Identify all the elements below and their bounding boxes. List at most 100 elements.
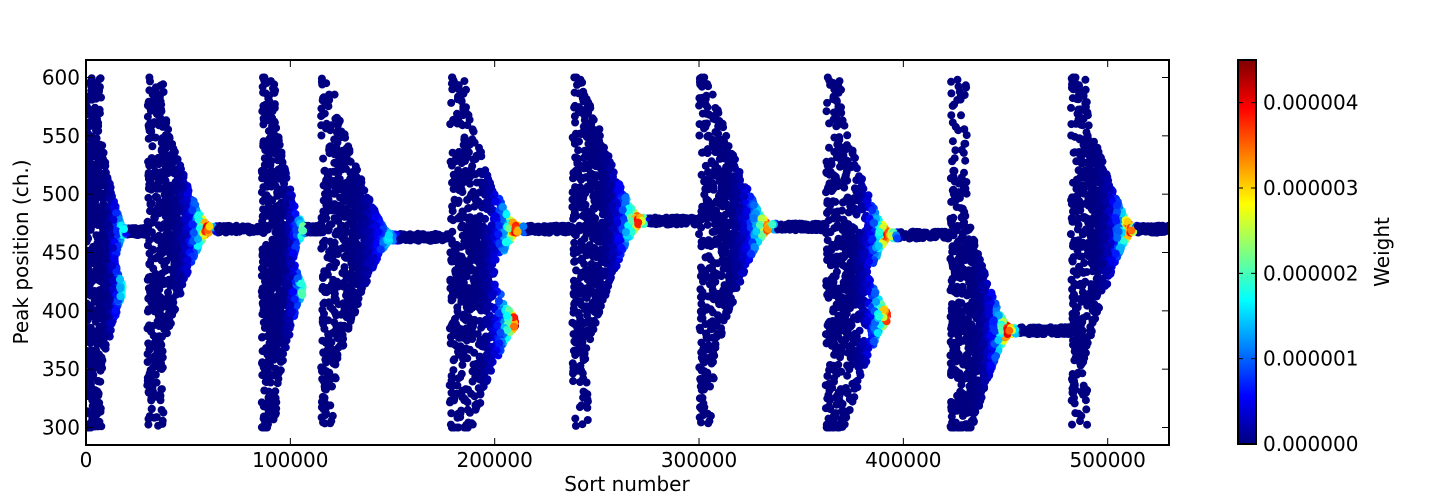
- scatter-point: [245, 226, 254, 235]
- scatter-point: [101, 246, 110, 254]
- scatter-point: [88, 401, 97, 410]
- scatter-point: [218, 225, 227, 234]
- scatter-point: [158, 419, 167, 428]
- scatter-point: [468, 162, 477, 171]
- data-points: [86, 73, 1169, 432]
- scatter-point: [94, 262, 103, 271]
- scatter-point: [91, 103, 99, 112]
- scatter-point: [404, 233, 413, 242]
- scatter-point: [149, 286, 158, 295]
- scatter-point: [269, 333, 278, 342]
- scatter-point: [477, 335, 486, 344]
- scatter-point: [146, 207, 154, 216]
- scatter-point: [276, 347, 285, 356]
- scatter-point: [474, 197, 483, 206]
- scatter-point: [164, 125, 173, 134]
- scatter-point: [258, 174, 267, 183]
- scatter-point: [283, 194, 291, 203]
- scatter-point: [267, 395, 276, 404]
- scatter-point: [260, 167, 269, 175]
- scatter-point: [182, 196, 191, 205]
- scatter-point: [155, 198, 164, 207]
- scatter-point: [273, 379, 282, 388]
- scatter-point: [461, 149, 470, 157]
- scatter-point: [330, 90, 339, 99]
- scatter-point: [194, 235, 202, 244]
- scatter-point: [331, 206, 340, 215]
- scatter-point: [319, 154, 328, 163]
- scatter-point: [456, 409, 465, 418]
- scatter-point: [150, 305, 159, 314]
- scatter-point: [299, 226, 308, 235]
- scatter-point: [92, 245, 101, 254]
- scatter-point: [484, 196, 492, 205]
- scatter-point: [144, 420, 153, 429]
- scatter-point: [143, 307, 152, 316]
- scatter-point: [447, 98, 456, 107]
- scatter-point: [385, 231, 394, 239]
- scatter-point: [317, 112, 326, 121]
- scatter-point: [320, 324, 329, 333]
- scatter-point: [156, 339, 165, 348]
- scatter-point: [471, 372, 480, 381]
- scatter-point: [328, 345, 337, 354]
- scatter-point: [449, 257, 458, 266]
- scatter-point: [86, 407, 92, 416]
- scatter-point: [86, 232, 92, 241]
- scatter-point: [109, 215, 118, 224]
- scatter-point: [483, 171, 492, 180]
- scatter-point: [165, 319, 173, 327]
- scatter-point: [162, 166, 171, 174]
- scatter-point: [272, 225, 281, 234]
- scatter-point: [261, 104, 270, 113]
- scatter-point: [86, 105, 93, 114]
- scatter-point: [183, 255, 192, 264]
- scatter-point: [449, 179, 458, 188]
- scatter-point: [485, 187, 493, 196]
- scatter-point: [264, 387, 273, 396]
- scatter-point: [347, 297, 356, 306]
- scatter-point: [103, 219, 112, 228]
- scatter-point: [341, 240, 350, 249]
- scatter-point: [457, 369, 466, 378]
- scatter-point: [147, 396, 156, 405]
- scatter-point: [328, 255, 337, 264]
- scatter-point: [449, 366, 458, 375]
- scatter-point: [447, 296, 456, 305]
- scatter-point: [146, 373, 155, 382]
- scatter-point: [166, 218, 175, 227]
- scatter-point: [319, 299, 328, 308]
- scatter-point: [361, 279, 370, 288]
- scatter-point: [282, 329, 291, 338]
- scatter-point: [93, 125, 101, 134]
- scatter-point: [439, 235, 448, 244]
- scatter-point: [145, 236, 154, 245]
- scatter-point: [494, 297, 503, 305]
- scatter-point: [263, 350, 272, 359]
- scatter-point: [363, 248, 372, 257]
- scatter-point: [461, 395, 470, 404]
- scatter-point: [446, 333, 455, 341]
- scatter-point: [285, 273, 294, 282]
- scatter-point: [466, 213, 475, 222]
- scatter-point: [267, 285, 276, 294]
- scatter-point: [476, 390, 485, 399]
- scatter-point: [91, 275, 100, 284]
- scatter-point: [94, 87, 103, 96]
- scatter-point: [99, 199, 108, 208]
- scatter-point: [166, 265, 175, 274]
- scatter-point: [493, 321, 502, 330]
- scatter-point: [333, 148, 342, 157]
- scatter-point: [278, 169, 287, 178]
- scatter-point: [318, 392, 327, 401]
- scatter-point: [286, 309, 295, 318]
- scatter-point: [479, 178, 488, 187]
- scatter-point: [463, 196, 472, 204]
- scatter-point: [474, 217, 483, 226]
- scatter-point: [144, 381, 153, 390]
- scatter-point: [277, 151, 286, 160]
- scatter-point: [322, 267, 331, 276]
- scatter-point: [270, 412, 278, 421]
- scatter-point: [170, 260, 179, 269]
- scatter-point: [273, 367, 282, 376]
